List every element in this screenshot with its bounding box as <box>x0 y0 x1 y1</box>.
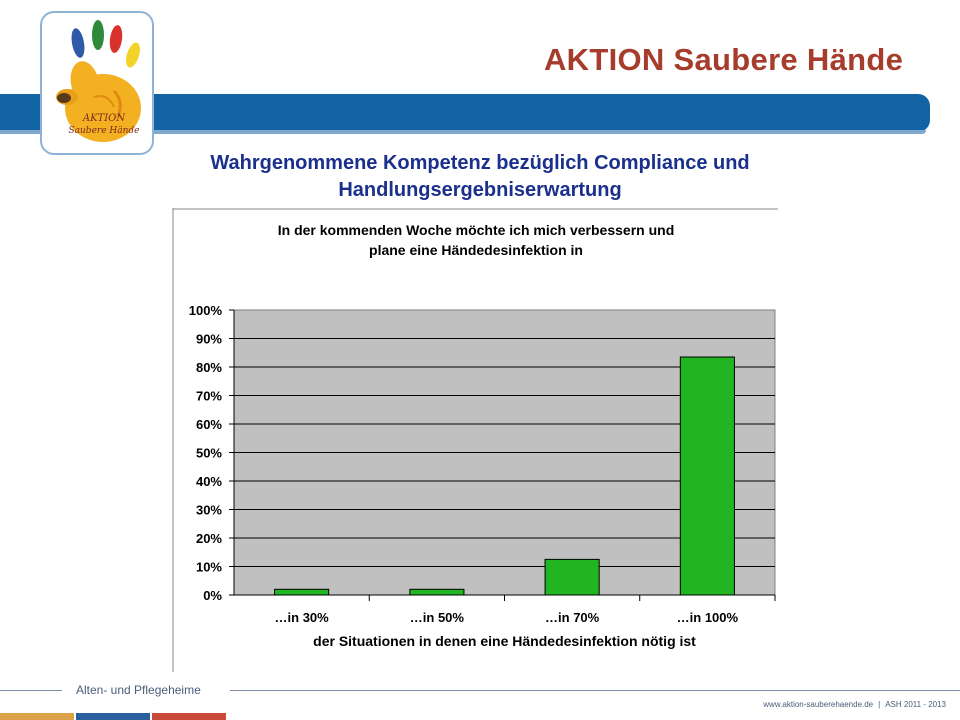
logo-text-aktion: AKTION <box>82 113 127 124</box>
footer-edition: ASH 2011 - 2013 <box>885 700 946 709</box>
x-tick-label: …in 70% <box>545 610 600 625</box>
slide-title: Wahrgenommene Kompetenz bezüglich Compli… <box>140 150 820 204</box>
footer-strip-blue <box>76 713 150 720</box>
aktion-logo: AKTION Saubere Hände <box>40 11 154 155</box>
logo-text-saubere-haende: Saubere Hände <box>68 126 139 136</box>
y-tick-label: 60% <box>196 417 222 432</box>
x-tick-label: …in 30% <box>275 610 330 625</box>
y-tick-label: 80% <box>196 360 222 375</box>
hand-logo-icon: AKTION Saubere Hände <box>56 20 141 142</box>
x-tick-label: …in 50% <box>410 610 465 625</box>
footer-website: www.aktion-sauberehaende.de <box>763 700 874 709</box>
y-tick-label: 40% <box>196 474 222 489</box>
chart-title-line-2: plane eine Händedesinfektion in <box>369 242 583 258</box>
bar <box>409 588 465 596</box>
bar <box>679 356 735 596</box>
chart-title-line-1: In der kommenden Woche möchte ich mich v… <box>278 222 675 238</box>
y-tick-label: 50% <box>196 446 222 461</box>
footer-line-right <box>230 690 960 691</box>
bar-chart: In der kommenden Woche möchte ich mich v… <box>172 208 778 672</box>
brand-title: AKTION Saubere Hände <box>544 42 904 77</box>
footer-section-label: Alten- und Pflegeheime <box>76 683 201 697</box>
x-tick-label: …in 100% <box>677 610 739 625</box>
y-tick-label: 70% <box>196 389 222 404</box>
footer-strip-red <box>152 713 226 720</box>
slide-title-line-1: Wahrgenommene Kompetenz bezüglich Compli… <box>210 152 750 174</box>
footer-separator: | <box>878 700 881 709</box>
bar <box>274 588 330 596</box>
x-axis-label: der Situationen in denen eine Händedesin… <box>313 633 696 649</box>
header-band <box>0 94 930 132</box>
y-tick-label: 10% <box>196 560 222 575</box>
y-tick-label: 90% <box>196 332 222 347</box>
header-band-shadow <box>0 130 926 134</box>
footer-info: www.aktion-sauberehaende.de | ASH 2011 - 2… <box>763 700 946 709</box>
bar-chart-svg: In der kommenden Woche möchte ich mich v… <box>172 208 778 672</box>
y-tick-label: 30% <box>196 503 222 518</box>
y-tick-label: 0% <box>203 588 222 603</box>
footer-strip-orange <box>0 713 74 720</box>
y-tick-label: 20% <box>196 531 222 546</box>
y-tick-label: 100% <box>189 303 223 318</box>
slide-title-line-2: Handlungsergebniserwartung <box>338 179 622 201</box>
bar <box>544 558 600 596</box>
footer-line-left <box>0 690 62 691</box>
